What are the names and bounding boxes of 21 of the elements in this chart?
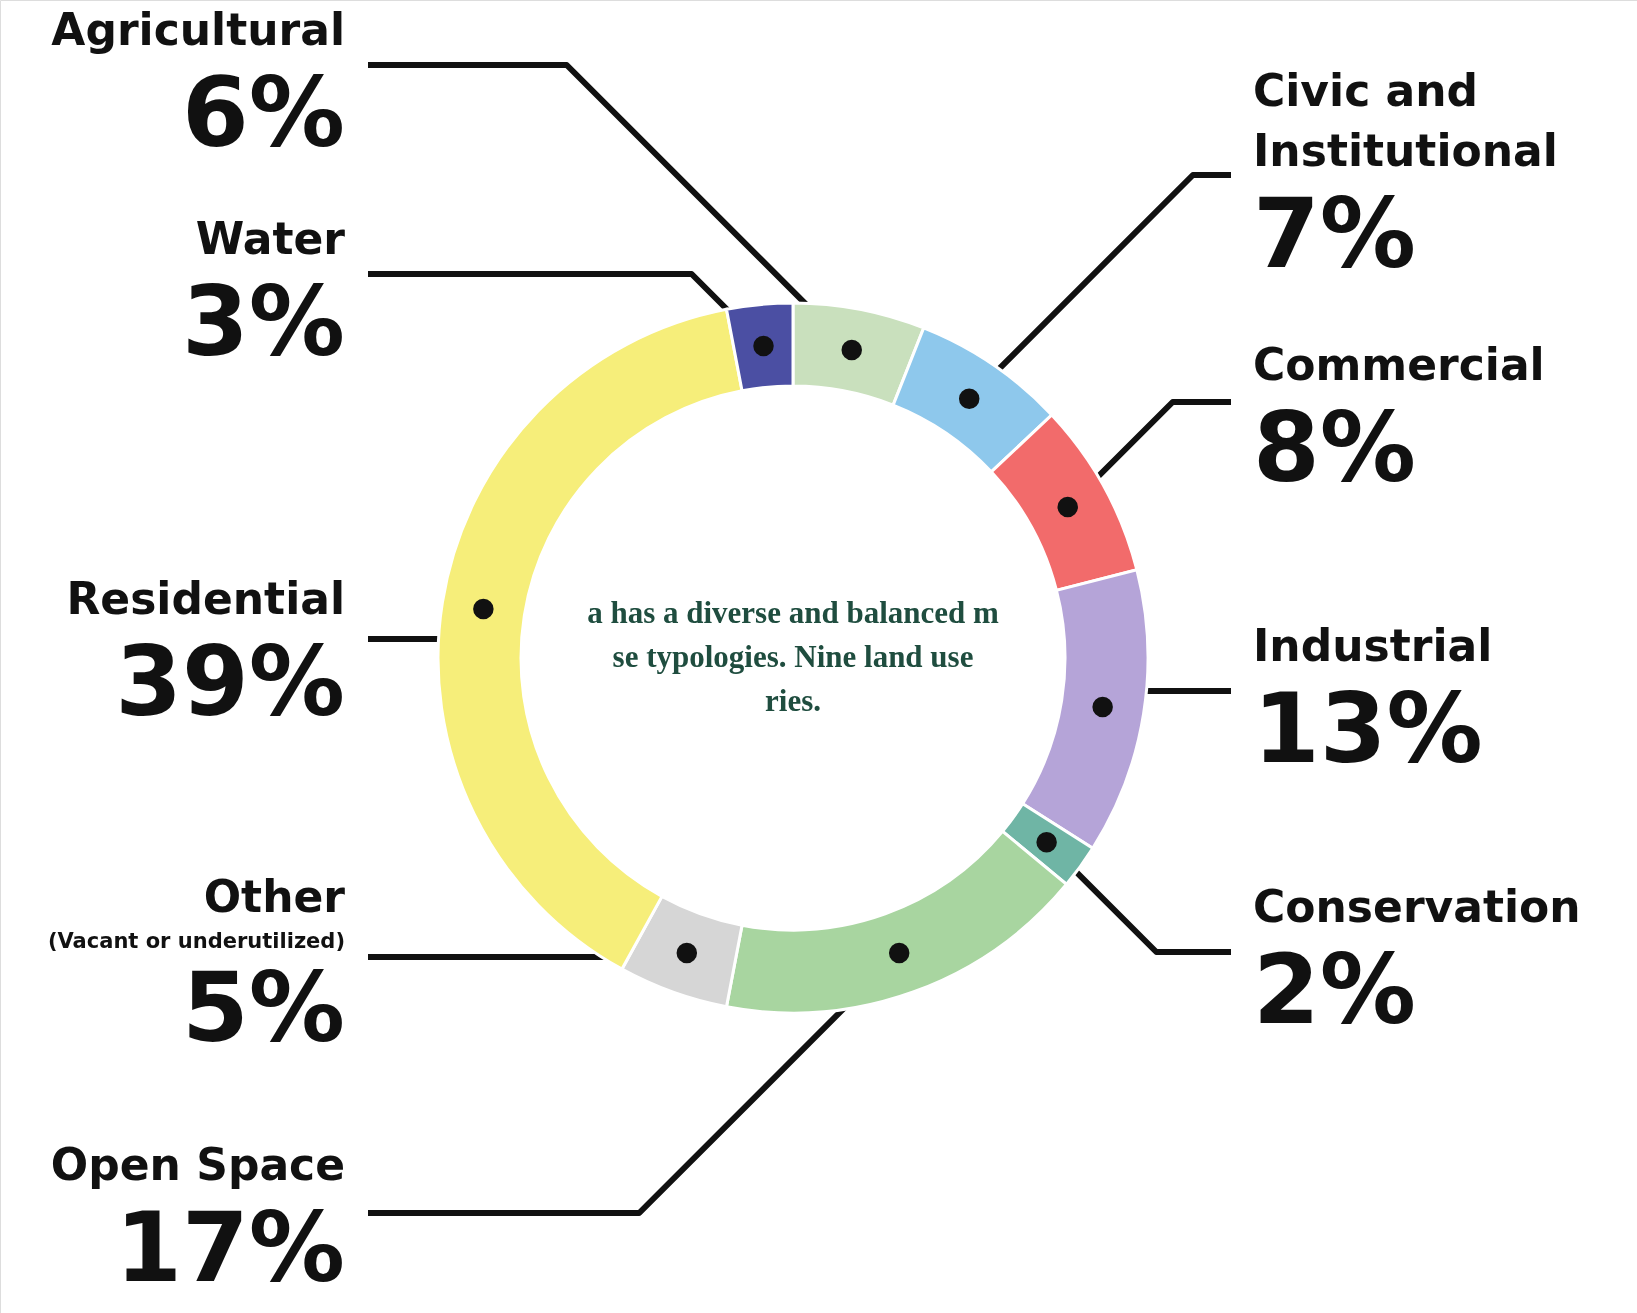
category-label: Other (Vacant or underutilized) [47,871,345,953]
slice-label: Commercial [1253,339,1545,390]
data-label: 39% [115,626,345,738]
text: ries. [765,683,821,718]
slice-label: Open Space [50,1139,345,1190]
data-label: 3% [182,266,345,378]
slice-label: Industrial [1253,620,1493,671]
text: se typologies. Nine land use [612,639,974,674]
data-label: 5% [182,952,345,1064]
data-label: 6% [182,57,345,169]
slice-label: Agricultural [51,4,345,55]
data-label: 2% [1253,934,1416,1046]
slice-label: Civic and Institutional [1253,65,1558,176]
slice-label: Conservation [1253,881,1581,932]
text: a has a diverse and balanced m [587,595,999,630]
data-label: 17% [115,1192,345,1304]
slice-label: Water [195,213,346,264]
data-label: 7% [1253,178,1416,290]
data-label: 8% [1253,392,1416,504]
slice-label: Residential [66,573,345,624]
data-label: 13% [1253,673,1483,785]
